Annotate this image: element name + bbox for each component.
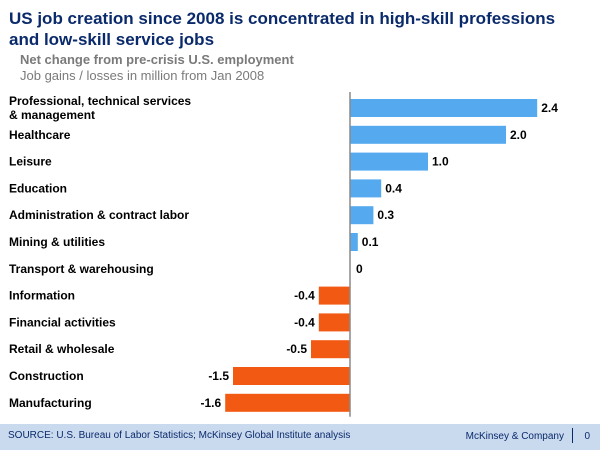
bar: [225, 393, 350, 412]
bar-chart: Professional, technical services & manage…: [9, 92, 558, 417]
bar: [350, 179, 382, 198]
unit-label: Job gains / losses in million from Jan 2…: [20, 68, 265, 83]
value-label: 2.0: [510, 128, 527, 142]
value-label: -0.4: [294, 289, 315, 303]
bar: [350, 206, 374, 225]
category-label: Construction: [9, 369, 84, 383]
category-label: Information: [9, 289, 75, 303]
value-label: -1.6: [201, 396, 222, 410]
page-number: 0: [584, 431, 590, 442]
category-label: Transport & warehousing: [9, 262, 154, 276]
brand-name: McKinsey & Company: [465, 431, 564, 442]
category-label: Manufacturing: [9, 396, 92, 410]
source-note: SOURCE: U.S. Bureau of Labor Statistics;…: [8, 430, 351, 441]
bar: [318, 313, 350, 332]
category-label: Administration & contract labor: [9, 208, 189, 222]
value-label: -0.5: [286, 342, 307, 356]
bar: [350, 99, 538, 117]
value-label: 1.0: [432, 155, 449, 169]
value-label: 2.4: [541, 101, 558, 115]
category-label: Retail & wholesale: [9, 342, 115, 356]
value-label: 0.1: [362, 235, 379, 249]
value-label: 0.4: [385, 181, 402, 195]
value-label: -1.5: [208, 369, 229, 383]
category-label: Leisure: [9, 155, 52, 169]
category-label: Financial activities: [9, 315, 116, 329]
chart-subtitle: Net change from pre-crisis U.S. employme…: [20, 52, 294, 67]
bar: [350, 152, 428, 171]
chart-title: US job creation since 2008 is concentrat…: [9, 9, 556, 49]
bar: [318, 286, 350, 305]
bar: [233, 367, 350, 385]
value-label: 0: [356, 262, 363, 276]
category-label: Professional, technical services & manage…: [9, 94, 191, 122]
footer-divider: [572, 428, 573, 443]
category-label: Mining & utilities: [9, 235, 105, 249]
value-label: -0.4: [294, 315, 315, 329]
category-label: Education: [9, 181, 67, 195]
value-label: 0.3: [377, 208, 394, 222]
bar: [311, 340, 350, 359]
bar: [350, 233, 358, 251]
footer-bar: SOURCE: U.S. Bureau of Labor Statistics;…: [0, 424, 600, 450]
bar: [350, 125, 506, 144]
category-label: Healthcare: [9, 128, 71, 142]
